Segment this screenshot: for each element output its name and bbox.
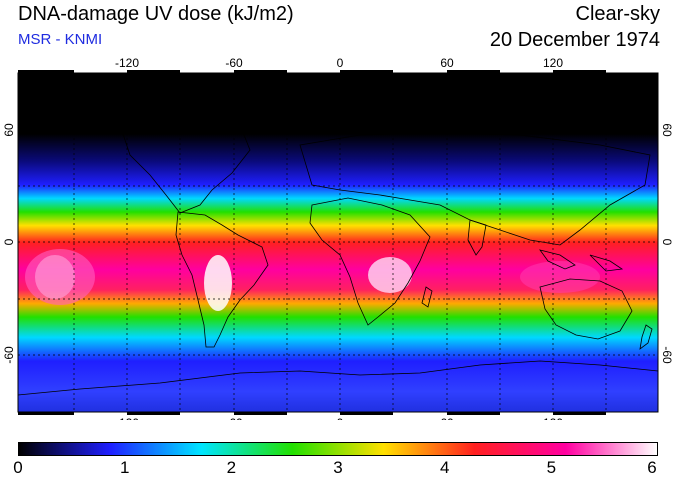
lon-labels-top: -120 -60 0 60 120 <box>115 56 563 70</box>
dose-highlights <box>25 249 600 311</box>
frame-ticks <box>18 70 606 415</box>
lat-tick-label: 60 <box>660 123 674 137</box>
lon-tick-label: 120 <box>543 416 563 420</box>
colorbar-tick-label: 1 <box>119 458 130 477</box>
colorbar <box>18 442 658 456</box>
colorbar-tick-label: 0 <box>13 458 23 477</box>
colorbar-tick-label: 3 <box>333 458 343 477</box>
lat-labels-right: 60 0 -60 <box>660 123 674 364</box>
lon-tick-label: -120 <box>115 416 139 420</box>
colorbar-tick-label: 5 <box>546 458 557 477</box>
lon-labels-bottom: -120 -60 0 60 120 <box>115 416 563 420</box>
lon-tick-label: 0 <box>337 56 344 70</box>
lon-tick-label: -60 <box>225 56 243 70</box>
lat-tick-label: -60 <box>660 346 674 364</box>
lat-tick-label: 0 <box>2 238 16 245</box>
uv-dose-map: -120 -60 0 60 120 -120 -60 0 60 120 60 0… <box>2 56 674 420</box>
lon-tick-label: -60 <box>225 416 243 420</box>
map-date: 20 December 1974 <box>489 29 660 51</box>
graticule <box>18 73 658 412</box>
sky-condition: Clear-sky <box>575 3 660 25</box>
lon-tick-label: -120 <box>115 56 139 70</box>
lat-tick-label: 0 <box>660 239 674 246</box>
lat-labels-left: 60 0 -60 <box>2 123 16 364</box>
lon-tick-label: 120 <box>543 56 563 70</box>
lon-tick-label: 60 <box>440 416 454 420</box>
lon-tick-label: 60 <box>440 56 454 70</box>
dose-field <box>18 73 658 412</box>
colorbar-tick-label: 2 <box>226 458 237 477</box>
map-frame <box>17 72 659 413</box>
lon-tick-label: 0 <box>337 416 344 420</box>
colorbar-tick-label: 6 <box>647 458 657 477</box>
source-label: MSR - KNMI <box>18 31 103 48</box>
lat-tick-label: -60 <box>2 346 16 364</box>
map-title: DNA-damage UV dose (kJ/m2) <box>18 3 294 25</box>
colorbar-tick-label: 4 <box>439 458 450 477</box>
coastlines <box>17 114 659 396</box>
lat-tick-label: 60 <box>2 123 16 137</box>
